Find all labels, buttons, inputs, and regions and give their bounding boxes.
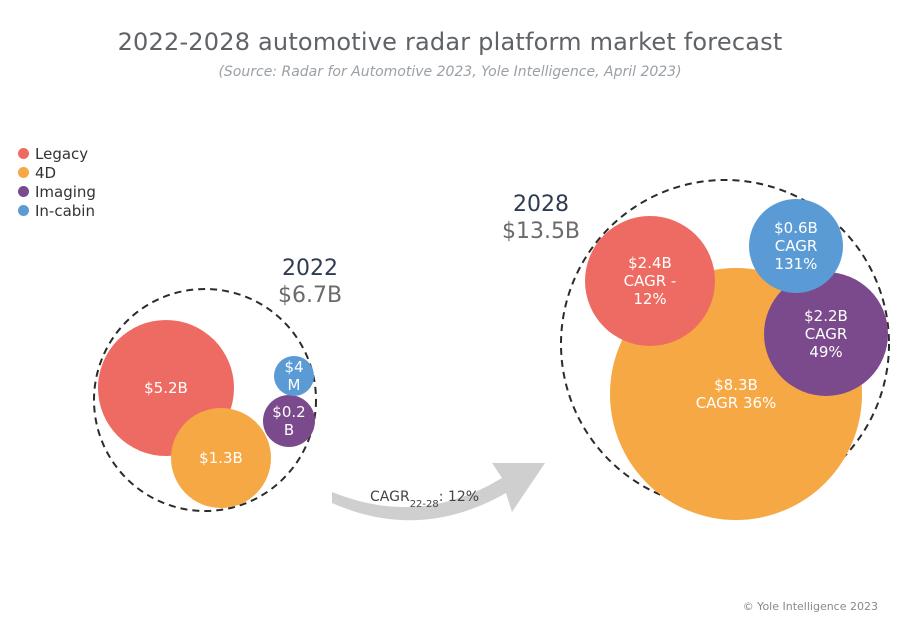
bubble-2022-imaging — [263, 395, 315, 447]
bubble-label-2028-in-cabin: $0.6B CAGR 131% — [774, 219, 818, 273]
growth-arrow — [332, 463, 545, 521]
bubble-label-line: 12% — [633, 290, 666, 308]
group-year-2022: 2022 — [282, 256, 338, 281]
bubble-label-line: CAGR — [805, 325, 848, 343]
bubble-label-line: $0.2 — [272, 403, 305, 421]
bubble-label-2028-imaging: $2.2B CAGR 49% — [804, 307, 848, 361]
bubble-2022-in-cabin — [274, 356, 314, 396]
legend-label-imaging: Imaging — [35, 182, 96, 201]
bubble-2028-in-cabin — [749, 199, 843, 293]
group-total-2022: $6.7B — [278, 283, 342, 308]
bubble-label-2022-legacy: $5.2B — [144, 379, 188, 397]
bubble-label-line: B — [284, 421, 294, 439]
bubble-label-line: $1.3B — [199, 449, 243, 467]
group-year-2028: 2028 — [513, 192, 569, 217]
growth-cagr-sub: 22-28 — [410, 499, 439, 510]
group-total-2028: $13.5B — [502, 219, 580, 244]
bubble-label-line: CAGR - — [624, 272, 677, 290]
bubble-label-line: 131% — [775, 255, 818, 273]
growth-cagr-label: CAGR22-28: 12% — [370, 489, 479, 510]
bubble-label-2028-4d: $8.3B CAGR 36% — [696, 376, 777, 412]
bubble-label-line: $2.4B — [628, 254, 672, 272]
bubble-label-2022-in-cabin: $4 M — [284, 358, 303, 394]
legend-dot-imaging — [18, 186, 29, 197]
legend-dot-in-cabin — [18, 205, 29, 216]
legend-label-legacy: Legacy — [35, 144, 89, 163]
legend-dot-4d — [18, 167, 29, 178]
bubble-label-line: $2.2B — [804, 307, 848, 325]
bubble-label-line: CAGR — [775, 237, 818, 255]
growth-cagr-value: : 12% — [439, 489, 479, 505]
bubble-label-2028-legacy: $2.4B CAGR -12% — [624, 254, 677, 308]
bubble-label-line: $8.3B — [714, 376, 758, 394]
bubble-label-line: M — [288, 376, 301, 394]
bubbles: $5.2B$1.3B$0.2 B$4 M $8.3B CAGR 36%$2.4B CAGR… — [93, 179, 890, 520]
bubble-label-line: CAGR 36% — [696, 394, 777, 412]
legend-item-in-cabin: In-cabin — [18, 201, 96, 220]
legend-item-imaging: Imaging — [18, 182, 96, 201]
chart-title: 2022-2028 automotive radar platform mark… — [117, 28, 783, 56]
chart-subtitle: (Source: Radar for Automotive 2023, Yole… — [218, 64, 682, 80]
growth-cagr-main: CAGR — [370, 489, 410, 505]
bubble-label-2022-4d: $1.3B — [199, 449, 243, 467]
copyright: © Yole Intelligence 2023 — [742, 600, 878, 613]
legend-label-in-cabin: In-cabin — [35, 201, 95, 220]
bubble-2028-legacy — [585, 216, 715, 346]
bubble-label-line: $0.6B — [774, 219, 818, 237]
bubble-label-2022-imaging: $0.2 B — [272, 403, 305, 439]
legend-dot-legacy — [18, 148, 29, 159]
legend-item-legacy: Legacy — [18, 144, 96, 163]
legend-label-4d: 4D — [35, 163, 57, 182]
legend: Legacy 4D Imaging In-cabin — [18, 144, 96, 220]
bubble-2022-4d — [171, 408, 271, 508]
bubble-label-line: 49% — [809, 343, 842, 361]
bubble-label-line: $4 — [284, 358, 303, 376]
bubble-label-line: $5.2B — [144, 379, 188, 397]
total-outline-2022 — [93, 288, 317, 512]
legend-item-4d: 4D — [18, 163, 96, 182]
bubble-2028-imaging — [764, 272, 888, 396]
